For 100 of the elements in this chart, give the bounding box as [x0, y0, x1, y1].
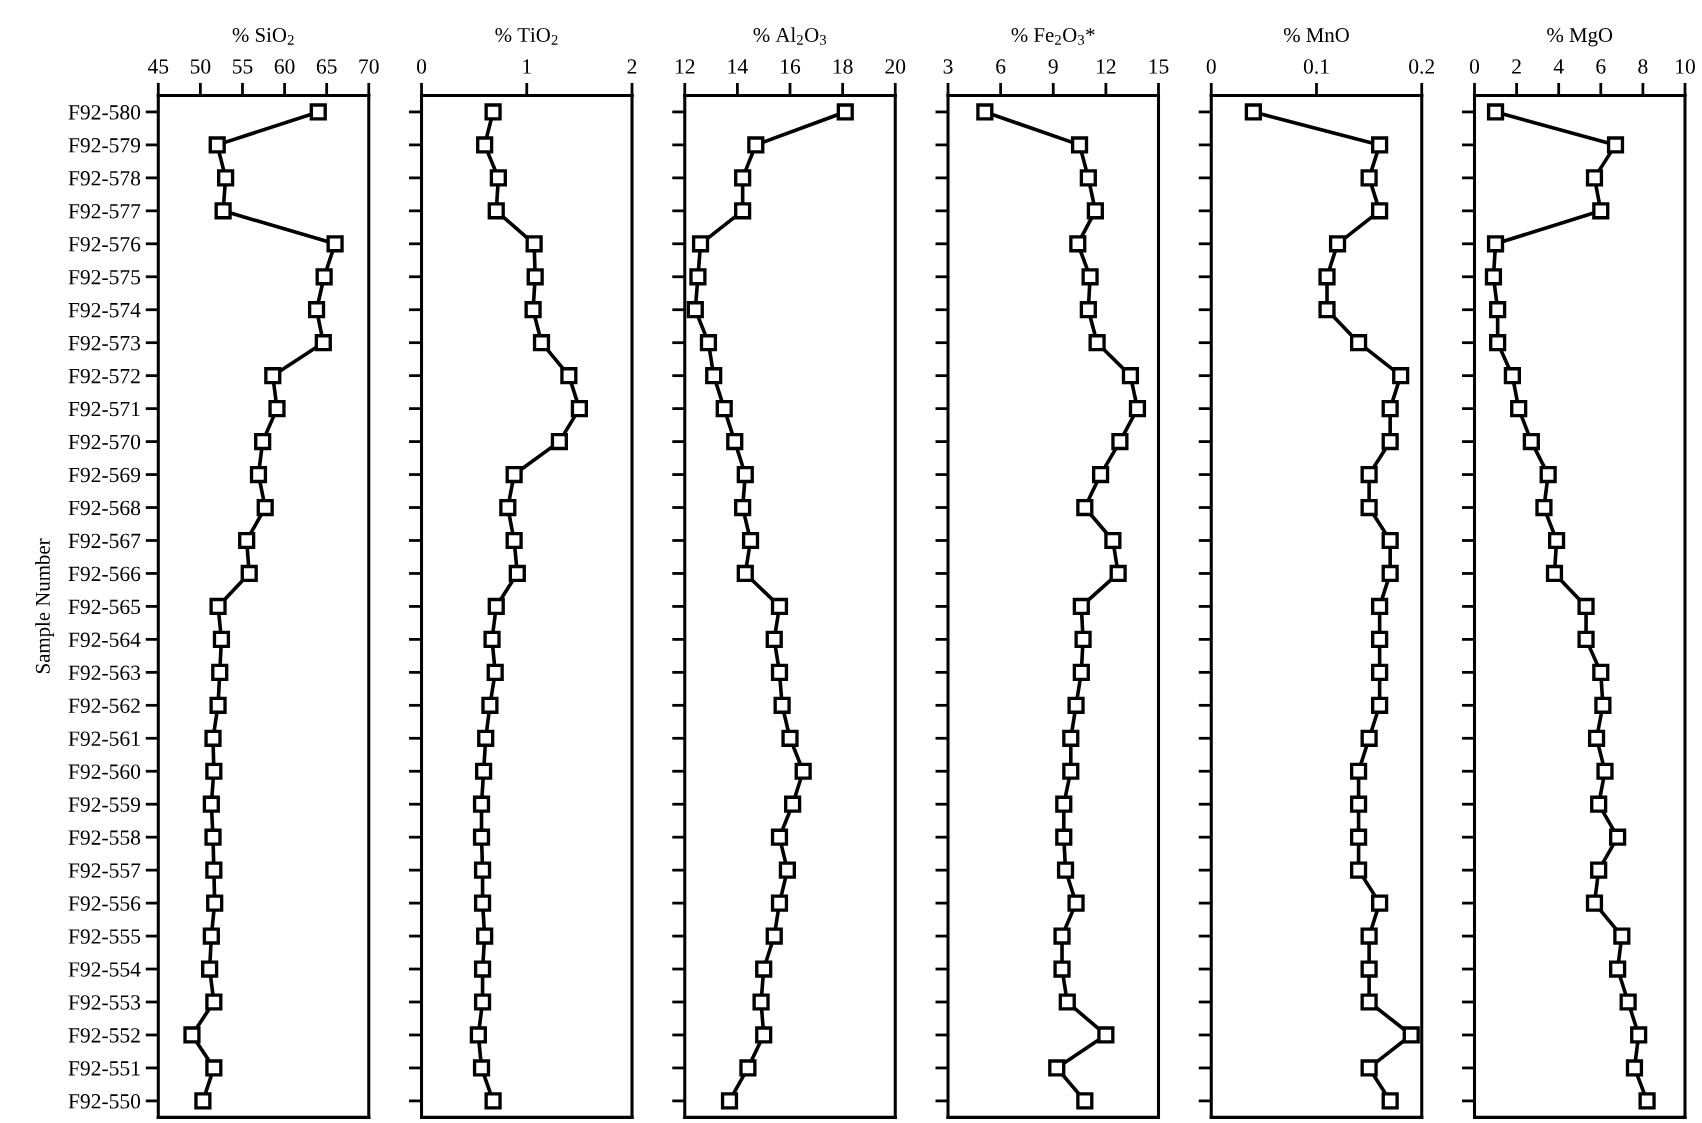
point — [469, 1026, 487, 1044]
point — [1577, 597, 1595, 616]
x-tick-label: 14 — [728, 59, 748, 74]
y-tick-label: F92-569 — [68, 467, 141, 483]
point — [1109, 564, 1127, 583]
point — [1625, 1059, 1644, 1077]
point — [1381, 400, 1399, 418]
point — [1092, 465, 1110, 484]
point — [1349, 334, 1368, 352]
point — [1596, 762, 1614, 780]
point — [1053, 960, 1071, 978]
point — [1074, 630, 1092, 648]
point — [205, 762, 223, 780]
point — [314, 334, 332, 352]
y-tick-label: F92-568 — [68, 500, 141, 516]
point — [256, 498, 274, 517]
point — [560, 367, 578, 385]
y-tick-label: F92-563 — [68, 665, 141, 681]
point — [264, 367, 282, 385]
y-tick-label: F92-573 — [68, 335, 141, 351]
point — [1070, 136, 1089, 154]
point — [1371, 630, 1389, 648]
point — [1381, 432, 1399, 451]
point — [1055, 795, 1073, 813]
point — [1392, 367, 1410, 385]
point — [691, 235, 710, 253]
point — [755, 960, 773, 978]
point — [1360, 498, 1378, 517]
point — [1058, 993, 1076, 1011]
chart-title: % Al$_{2}$O$_{3}$ — [753, 27, 827, 45]
point — [481, 696, 499, 714]
point — [484, 103, 502, 121]
point — [778, 861, 796, 879]
x-tick-label: 2 — [1512, 59, 1521, 74]
chart-title: % TiO$_{2}$ — [495, 27, 558, 45]
point — [699, 334, 718, 352]
point — [240, 564, 258, 583]
point — [477, 729, 495, 747]
x-tick-label: 6 — [1596, 59, 1606, 74]
point — [1360, 729, 1378, 747]
point — [765, 927, 783, 945]
x-tick-label: 18 — [833, 59, 853, 74]
point — [1381, 531, 1399, 550]
point — [1606, 136, 1625, 154]
y-tick-label: F92-571 — [68, 401, 140, 417]
point — [1244, 103, 1262, 121]
x-tick-label: 20 — [885, 59, 906, 74]
y-axis-title: Sample Number — [35, 538, 55, 674]
x-tick-label: 1 — [523, 59, 531, 74]
y-tick-label: F92-566 — [68, 566, 141, 582]
point — [770, 828, 789, 846]
point — [326, 235, 344, 253]
point — [524, 301, 542, 319]
point — [1402, 1026, 1420, 1044]
point — [689, 268, 707, 286]
point — [1381, 564, 1399, 583]
point — [1590, 795, 1608, 813]
point — [1638, 1092, 1656, 1110]
x-tick-label: 0.1 — [1303, 59, 1329, 74]
point — [770, 894, 789, 912]
x-tick-label: 70 — [359, 59, 379, 74]
x-tick-label: 55 — [232, 59, 253, 74]
point — [570, 400, 588, 418]
point — [212, 630, 231, 648]
point — [765, 630, 783, 648]
point — [739, 1059, 757, 1077]
y-tick-label: F92-554 — [68, 962, 141, 977]
point — [1486, 235, 1505, 253]
point — [752, 993, 770, 1011]
point — [1349, 828, 1368, 846]
point — [1590, 861, 1608, 879]
point — [1081, 268, 1099, 286]
point — [736, 564, 754, 583]
point — [201, 960, 219, 978]
point — [1619, 993, 1637, 1011]
point — [550, 432, 569, 451]
point — [734, 202, 752, 220]
y-tick-label: F92-556 — [68, 896, 141, 911]
x-tick-label: 16 — [781, 59, 801, 74]
point — [309, 103, 327, 121]
point — [1072, 597, 1090, 616]
point — [205, 861, 223, 879]
x-tick-label: 12 — [1097, 59, 1116, 74]
x-tick-label: 4 — [1553, 59, 1564, 74]
point — [1067, 894, 1085, 912]
point — [1547, 531, 1566, 550]
point — [487, 597, 505, 616]
x-tick-label: 60 — [274, 59, 295, 74]
y-tick-label: F92-552 — [68, 1028, 140, 1043]
y-tick-label: F92-572 — [68, 368, 140, 384]
y-tick-label: F92-550 — [68, 1094, 141, 1109]
y-tick-label: F92-557 — [68, 863, 141, 878]
point — [1577, 630, 1595, 648]
point — [741, 531, 760, 550]
point — [770, 663, 789, 681]
point — [205, 1059, 223, 1077]
point — [1545, 564, 1564, 583]
y-tick-label: F92-578 — [68, 171, 141, 186]
point — [1489, 334, 1507, 352]
point — [209, 597, 227, 616]
